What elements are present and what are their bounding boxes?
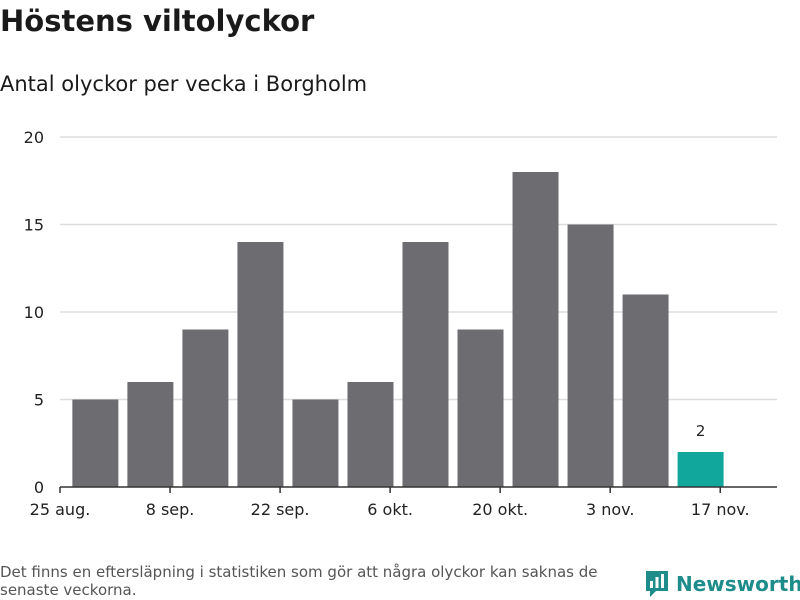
bar xyxy=(182,329,229,487)
bar xyxy=(457,329,504,487)
bar xyxy=(677,452,724,487)
bar xyxy=(127,382,174,487)
data-labels: 2 xyxy=(696,422,706,440)
bar-data-label: 2 xyxy=(696,422,706,440)
bars xyxy=(72,172,724,487)
bar xyxy=(292,399,339,487)
footnote: Det finns en eftersläpning i statistiken… xyxy=(0,563,598,599)
x-tick-label: 20 okt. xyxy=(472,500,528,519)
bar xyxy=(72,399,119,487)
bar xyxy=(402,242,449,487)
newsworthy-logo-icon xyxy=(646,571,668,597)
x-tick-label: 17 nov. xyxy=(691,500,750,519)
x-tick-label: 6 okt. xyxy=(367,500,413,519)
brand-name: Newsworthy xyxy=(676,572,800,596)
y-tick-label: 15 xyxy=(24,216,44,235)
chart-subtitle: Antal olyckor per vecka i Borgholm xyxy=(0,72,368,96)
y-tick-label: 5 xyxy=(34,391,44,410)
bar xyxy=(622,294,669,487)
bar xyxy=(512,172,559,487)
y-tick-label: 20 xyxy=(24,128,44,147)
bar xyxy=(237,242,284,487)
bar xyxy=(347,382,394,487)
x-tick-label: 22 sep. xyxy=(251,500,310,519)
y-tick-label: 0 xyxy=(34,478,44,497)
x-axis: 25 aug. 8 sep. 22 sep. 6 okt. 20 okt. 3 nov. 1… xyxy=(30,486,777,519)
bar xyxy=(567,224,614,487)
y-tick-label: 10 xyxy=(24,303,44,322)
chart-title: Höstens viltolyckor xyxy=(0,4,315,38)
x-tick-label: 8 sep. xyxy=(146,500,195,519)
bar-chart: 0 5 10 15 20 2 25 aug. 8 sep. 22 sep. 6 okt. 20 … xyxy=(24,128,777,519)
brand[interactable]: Newsworthy xyxy=(644,569,800,599)
x-tick-label: 25 aug. xyxy=(30,500,91,519)
y-axis-ticks: 0 5 10 15 20 xyxy=(24,128,44,497)
x-tick-label: 3 nov. xyxy=(586,500,635,519)
